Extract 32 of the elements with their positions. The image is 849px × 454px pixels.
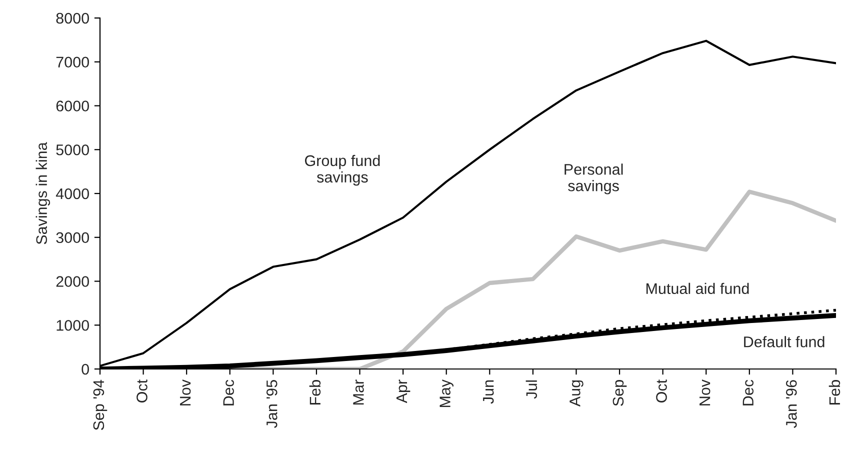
y-axis-title: Savings in kina: [36, 142, 50, 244]
y-tick-label: 5000: [56, 144, 89, 156]
x-tick-label: Jan '95: [266, 380, 278, 428]
text: Group fund savings: [305, 154, 380, 186]
x-tick-label: Jul: [526, 380, 538, 399]
x-tick-label: Nov: [180, 379, 191, 406]
y-tick-label: 3000: [56, 232, 89, 244]
y-tick-label: 7000: [56, 56, 89, 68]
x-tick-label: Aug: [570, 380, 584, 407]
x-tick-label: Feb: [828, 380, 840, 404]
x-tick-label: Oct: [136, 380, 148, 402]
x-tick-label: Sep '94: [93, 380, 108, 430]
y-tick-label: 8000: [56, 12, 89, 24]
x-tick-label: May: [440, 379, 454, 408]
x-tick-label: Oct: [656, 380, 667, 402]
x-tick-label: Nov: [700, 379, 710, 406]
y-tick-label: 6000: [56, 100, 89, 112]
y-tick-label: 4000: [56, 188, 89, 200]
y-tick-label: 2000: [56, 276, 89, 287]
x-tick-label: Dec: [223, 380, 234, 406]
series-label: Mutual aid fund: [646, 282, 749, 294]
x-tick-label: Dec: [742, 380, 754, 406]
y-tick-label: 1000: [56, 320, 89, 331]
x-tick-label: Jun: [483, 380, 494, 404]
text: Personal savings: [564, 164, 623, 194]
series-label: Default fund: [744, 336, 824, 348]
x-tick-label: Jan '96: [786, 380, 797, 428]
x-tick-label: Feb: [309, 380, 321, 404]
x-tick-label: Apr: [396, 380, 410, 404]
x-tick-label: Mar: [353, 380, 364, 404]
y-tick-label: 0: [82, 364, 89, 375]
x-tick-label: Sep: [612, 380, 627, 406]
